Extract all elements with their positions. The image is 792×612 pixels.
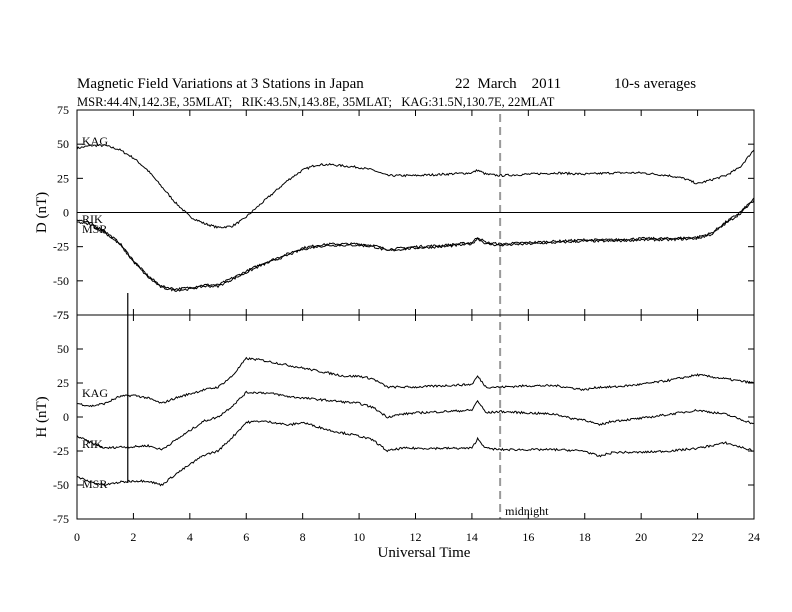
midnight-label: midnight — [505, 504, 549, 518]
x-tick-label: 8 — [300, 530, 306, 544]
y-tick-label-H: 50 — [57, 342, 69, 356]
x-tick-label: 4 — [187, 530, 193, 544]
y-tick-label-D: 25 — [57, 171, 69, 185]
x-tick-label: 14 — [466, 530, 478, 544]
x-tick-label: 12 — [410, 530, 422, 544]
series-label-D-msr: MSR — [82, 222, 107, 236]
y-tick-label-D: 0 — [63, 206, 69, 220]
series-line-D-rik — [76, 197, 755, 291]
y-axis-label-D: D (nT) — [34, 192, 50, 233]
series-label-H-rik: RIK — [82, 437, 103, 451]
y-tick-label-D: 50 — [57, 137, 69, 151]
chart-title: Magnetic Field Variations at 3 Stations … — [77, 76, 364, 92]
y-tick-label-D: -25 — [53, 240, 69, 254]
x-tick-label: 0 — [74, 530, 80, 544]
x-tick-label: 20 — [635, 530, 647, 544]
y-tick-label-H: -50 — [53, 478, 69, 492]
chart-averaging: 10-s averages — [614, 76, 696, 92]
y-tick-label-D: -75 — [53, 308, 69, 322]
y-tick-label-H: 75 — [57, 308, 69, 322]
chart-date: 22 March 2011 — [455, 76, 561, 92]
series-label-D-kag: KAG — [82, 134, 108, 148]
series-line-D-kag — [76, 144, 755, 229]
x-axis-label: Universal Time — [378, 545, 471, 561]
y-tick-label-H: -75 — [53, 512, 69, 526]
x-tick-label: 24 — [748, 530, 760, 544]
y-tick-label-D: -50 — [53, 274, 69, 288]
y-axis-label-H: H (nT) — [34, 396, 50, 437]
x-tick-label: 18 — [579, 530, 591, 544]
series-line-H-kag — [77, 356, 755, 408]
y-tick-label-H: 25 — [57, 376, 69, 390]
x-tick-label: 22 — [692, 530, 704, 544]
series-line-H-msr — [76, 420, 755, 487]
x-tick-label: 6 — [243, 530, 249, 544]
x-tick-label: 2 — [130, 530, 136, 544]
y-tick-label-H: 0 — [63, 410, 69, 424]
series-line-D-msr — [76, 199, 755, 292]
series-label-D-rik: RIK — [82, 212, 103, 226]
x-tick-label: 10 — [353, 530, 365, 544]
series-label-H-msr: MSR — [82, 477, 107, 491]
series-line-H-rik — [76, 390, 755, 451]
y-tick-label-D: 75 — [57, 103, 69, 117]
series-label-H-kag: KAG — [82, 386, 108, 400]
y-tick-label-H: -25 — [53, 444, 69, 458]
chart-subtitle: MSR:44.4N,142.3E, 35MLAT; RIK:43.5N,143.… — [77, 95, 555, 109]
x-tick-label: 16 — [522, 530, 534, 544]
